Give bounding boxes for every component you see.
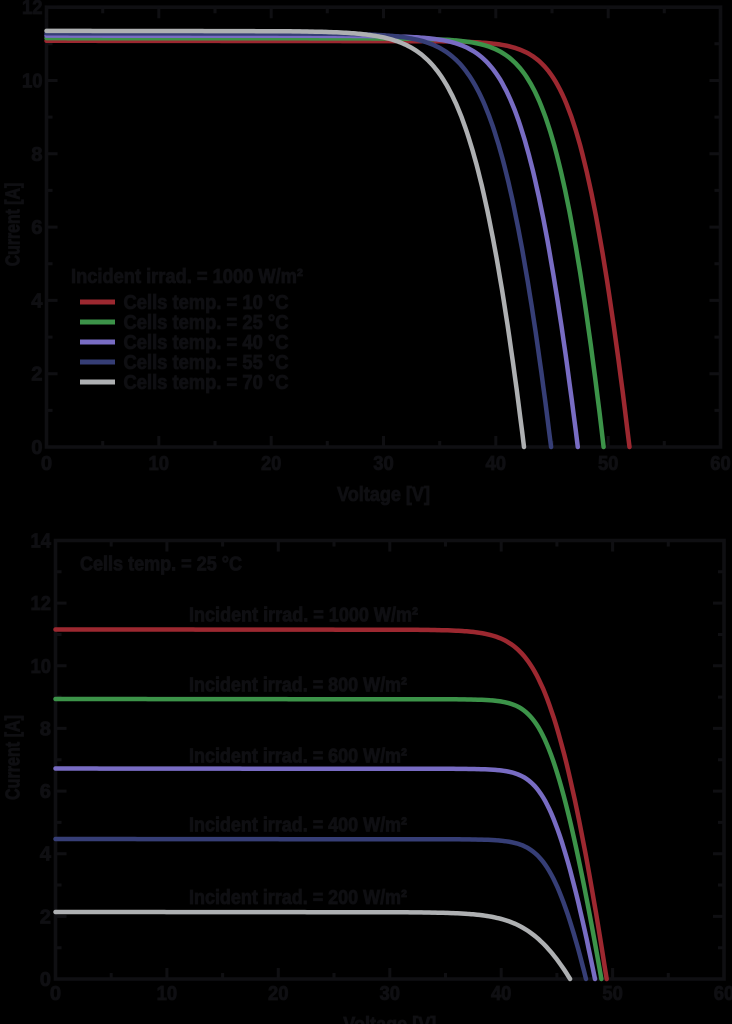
svg-text:50: 50 [598, 453, 619, 475]
svg-text:Cells temp. = 10 °C: Cells temp. = 10 °C [124, 292, 289, 314]
svg-text:30: 30 [380, 983, 401, 1005]
svg-text:60: 60 [710, 453, 731, 475]
svg-text:6: 6 [40, 781, 51, 803]
svg-text:2: 2 [40, 906, 51, 928]
svg-text:6: 6 [31, 217, 42, 239]
svg-text:0: 0 [50, 983, 61, 1005]
svg-text:Incident irrad. = 600 W/m²: Incident irrad. = 600 W/m² [189, 746, 407, 768]
svg-text:2: 2 [31, 364, 42, 386]
svg-text:0: 0 [41, 453, 52, 475]
svg-text:Cells temp. = 40 °C: Cells temp. = 40 °C [124, 332, 289, 354]
svg-text:40: 40 [491, 983, 512, 1005]
svg-text:30: 30 [373, 453, 394, 475]
svg-text:60: 60 [714, 983, 732, 1005]
svg-text:10: 10 [22, 71, 43, 93]
svg-text:12: 12 [22, 0, 43, 19]
svg-text:40: 40 [486, 453, 507, 475]
svg-text:4: 4 [40, 844, 52, 866]
svg-text:Cells temp. = 55 °C: Cells temp. = 55 °C [124, 352, 289, 374]
svg-text:Voltage [V]: Voltage [V] [337, 484, 430, 506]
svg-text:Incident irrad. = 800 W/m²: Incident irrad. = 800 W/m² [189, 675, 407, 697]
svg-text:0: 0 [40, 969, 51, 991]
svg-text:4: 4 [31, 290, 43, 312]
svg-text:10: 10 [31, 656, 52, 678]
svg-text:20: 20 [268, 983, 289, 1005]
svg-text:14: 14 [31, 531, 52, 553]
svg-text:Current [A]: Current [A] [2, 715, 24, 800]
svg-text:0: 0 [31, 437, 42, 459]
svg-text:Incident irrad. = 200 W/m²: Incident irrad. = 200 W/m² [189, 887, 407, 909]
svg-text:Cells temp. = 70 °C: Cells temp. = 70 °C [124, 372, 289, 394]
svg-text:Voltage [V]: Voltage [V] [343, 1014, 436, 1024]
svg-text:50: 50 [602, 983, 623, 1005]
svg-text:Current [A]: Current [A] [2, 183, 24, 267]
svg-text:10: 10 [149, 453, 170, 475]
svg-text:20: 20 [261, 453, 282, 475]
svg-text:Incident irrad. = 1000 W/m²: Incident irrad. = 1000 W/m² [189, 605, 418, 627]
svg-text:8: 8 [31, 144, 42, 166]
svg-text:Incident irrad. = 1000 W/m²: Incident irrad. = 1000 W/m² [71, 266, 303, 288]
svg-text:Cells temp. = 25 °C: Cells temp. = 25 °C [80, 554, 242, 576]
svg-text:10: 10 [157, 983, 178, 1005]
svg-text:Cells temp. = 25 °C: Cells temp. = 25 °C [124, 312, 289, 334]
svg-text:8: 8 [40, 718, 51, 740]
svg-text:Incident irrad. = 400 W/m²: Incident irrad. = 400 W/m² [189, 815, 407, 837]
svg-text:12: 12 [31, 593, 52, 615]
